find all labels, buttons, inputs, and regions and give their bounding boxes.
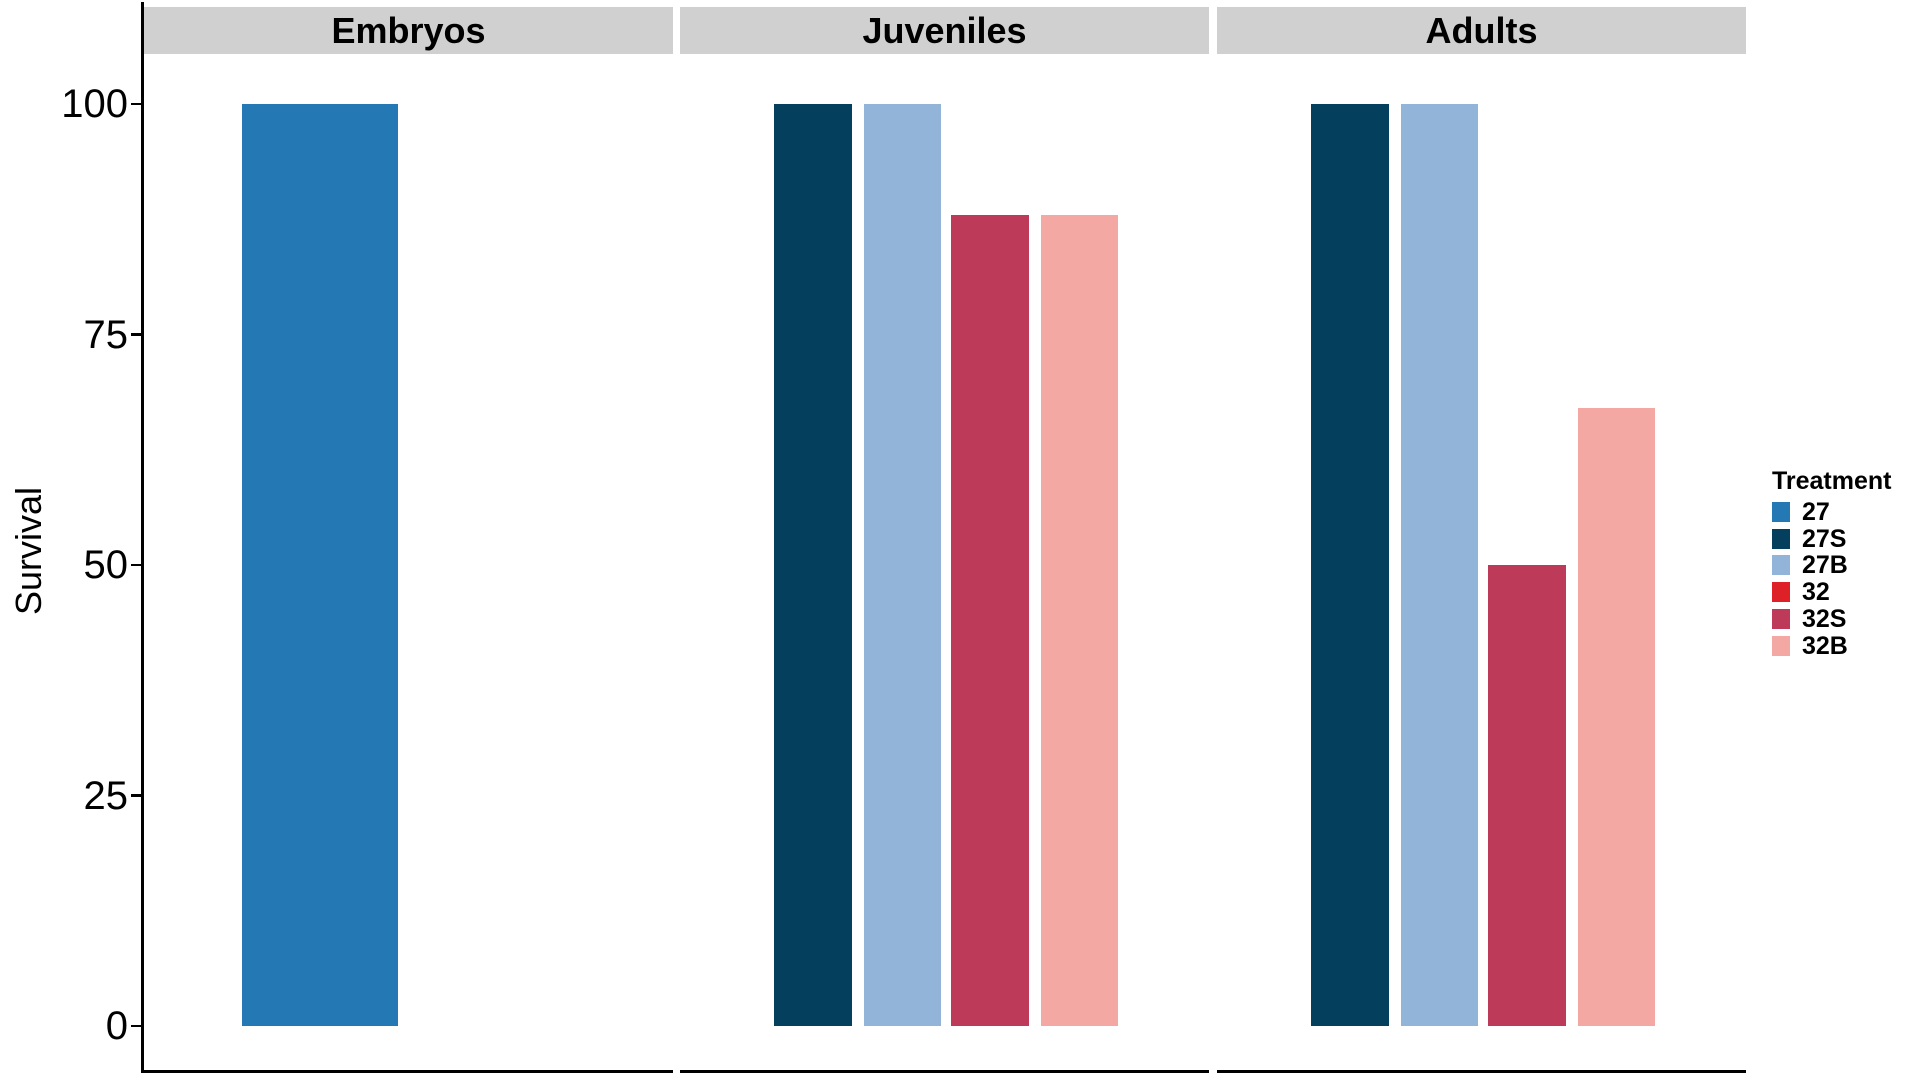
y-tick (131, 794, 141, 797)
x-axis-line-embryos (144, 1070, 673, 1073)
bar-juveniles-32s (951, 214, 1029, 1026)
facet-strip-embryos: Embryos (144, 7, 673, 54)
legend-key-27b (1772, 555, 1790, 576)
legend-item-27s: 27S (1772, 524, 1847, 553)
legend-label: 27S (1802, 524, 1847, 553)
legend-label: 32S (1802, 604, 1847, 633)
bar-juveniles-27s (774, 104, 852, 1026)
bar-adults-27s (1311, 104, 1389, 1026)
y-tick (131, 563, 141, 567)
facet-strip-label: Embryos (331, 9, 486, 51)
legend-item-32b: 32B (1772, 631, 1848, 660)
y-tick (131, 1024, 141, 1028)
y-tick-label: 50 (83, 543, 129, 587)
facet-strip-adults: Adults (1217, 7, 1746, 54)
y-tick-label: 0 (105, 1004, 128, 1048)
bar-embryos-27 (242, 104, 398, 1026)
y-tick (131, 333, 141, 336)
bar-juveniles-27b (863, 104, 941, 1026)
legend-label: 32 (1802, 578, 1830, 607)
legend-key-27 (1772, 502, 1790, 522)
facet-strip-label: Adults (1425, 9, 1538, 51)
x-axis-line-adults (1217, 1070, 1746, 1073)
legend-key-27s (1772, 528, 1790, 549)
bar-adults-32s (1488, 565, 1566, 1026)
y-axis-line (141, 2, 144, 1073)
facet-strip-label: Juveniles (862, 9, 1027, 51)
legend-item-32s: 32S (1772, 604, 1847, 633)
legend-label: 32B (1802, 631, 1848, 660)
bar-adults-32b (1577, 408, 1655, 1026)
facet-strip-juveniles: Juveniles (680, 7, 1209, 54)
y-tick (131, 102, 141, 106)
bar-adults-27b (1400, 104, 1478, 1026)
legend-item-27: 27 (1772, 498, 1830, 526)
legend-title: Treatment (1772, 467, 1892, 495)
legend-item-32: 32 (1772, 578, 1830, 607)
legend-key-32b (1772, 635, 1790, 656)
x-axis-line-juveniles (680, 1070, 1209, 1073)
y-tick-label: 100 (61, 82, 128, 126)
bar-juveniles-32b (1040, 214, 1118, 1026)
y-tick-label: 25 (83, 773, 129, 818)
legend-item-27b: 27B (1772, 551, 1848, 580)
legend-label: 27 (1802, 498, 1830, 526)
legend-key-32s (1772, 608, 1790, 629)
legend-label: 27B (1802, 551, 1848, 580)
legend-key-32 (1772, 582, 1790, 603)
y-tick-label: 75 (83, 312, 129, 357)
